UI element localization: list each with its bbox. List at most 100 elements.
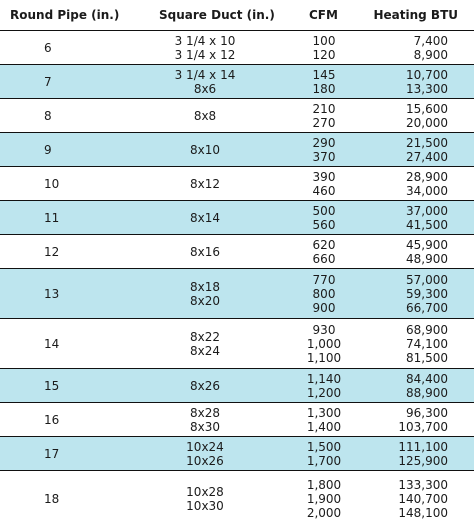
header-square-duct: Square Duct (in.) bbox=[159, 8, 275, 22]
table-header: Round Pipe (in.) Square Duct (in.) CFM H… bbox=[0, 0, 474, 28]
square-duct-cell-value: 8x26 bbox=[189, 378, 220, 393]
table-row: 11 8x14 500 560 37,000 41,500 bbox=[0, 200, 474, 234]
heating-btu-cell-value: 74,100 bbox=[406, 336, 448, 351]
square-duct-cell: 10x24 10x26 bbox=[130, 437, 280, 470]
cfm-cell: 290 370 bbox=[292, 133, 356, 166]
cfm-cell: 1,140 1,200 bbox=[292, 369, 356, 402]
square-duct-cell-value: 8x16 bbox=[189, 244, 220, 259]
square-duct-cell: 8x18 8x20 bbox=[130, 269, 280, 318]
heating-btu-cell-value: 81,500 bbox=[406, 350, 448, 365]
round-pipe-cell: 9 bbox=[44, 142, 52, 157]
heating-btu-cell-value: 34,000 bbox=[406, 183, 448, 198]
header-heating-btu: Heating BTU bbox=[373, 8, 458, 22]
heating-btu-cell-value: 27,400 bbox=[406, 149, 448, 164]
square-duct-cell: 8x14 bbox=[130, 201, 280, 234]
round-pipe-cell: 15 bbox=[44, 378, 60, 393]
heating-btu-cell: 45,900 48,900 bbox=[372, 235, 448, 268]
round-pipe-cell: 7 bbox=[44, 74, 52, 89]
cfm-cell-value: 930 bbox=[312, 322, 336, 337]
cfm-cell: 210 270 bbox=[292, 99, 356, 132]
heating-btu-cell: 7,400 8,900 bbox=[372, 31, 448, 64]
cfm-cell: 770 800 900 bbox=[292, 269, 356, 318]
table-row: 10 8x12 390 460 28,900 34,000 bbox=[0, 166, 474, 200]
square-duct-cell-value: 8x10 bbox=[189, 142, 220, 157]
heating-btu-cell-value: 88,900 bbox=[406, 385, 448, 400]
round-pipe-cell: 18 bbox=[44, 491, 60, 506]
cfm-cell-value: 800 bbox=[312, 286, 336, 301]
heating-btu-cell-value: 140,700 bbox=[398, 491, 448, 506]
heating-btu-cell: 21,500 27,400 bbox=[372, 133, 448, 166]
cfm-cell-value: 460 bbox=[312, 183, 336, 198]
heating-btu-cell-value: 28,900 bbox=[406, 169, 448, 184]
round-pipe-cell: 17 bbox=[44, 446, 60, 461]
cfm-cell-value: 1,000 bbox=[306, 336, 342, 351]
cfm-cell-value: 1,800 bbox=[306, 477, 342, 492]
square-duct-cell: 3 1/4 x 14 8x6 bbox=[130, 65, 280, 98]
square-duct-cell-value: 10x24 bbox=[186, 439, 224, 454]
cfm-cell: 620 660 bbox=[292, 235, 356, 268]
cfm-cell-value: 270 bbox=[312, 115, 336, 130]
heating-btu-cell: 68,900 74,100 81,500 bbox=[372, 319, 448, 368]
table-row: 14 8x22 8x24 930 1,000 1,100 68,900 74,100 81,50… bbox=[0, 318, 474, 368]
cfm-cell-value: 120 bbox=[312, 47, 336, 62]
square-duct-cell: 8x10 bbox=[130, 133, 280, 166]
cfm-cell: 500 560 bbox=[292, 201, 356, 234]
heating-btu-cell-value: 21,500 bbox=[406, 135, 448, 150]
square-duct-cell-value: 8x24 bbox=[189, 343, 220, 358]
table-row: 8 8x8 210 270 15,600 20,000 bbox=[0, 98, 474, 132]
cfm-cell-value: 1,400 bbox=[306, 419, 342, 434]
heating-btu-cell-value: 111,100 bbox=[398, 439, 448, 454]
heating-btu-cell-value: 125,900 bbox=[398, 453, 448, 468]
cfm-cell: 390 460 bbox=[292, 167, 356, 200]
square-duct-cell-value: 8x28 bbox=[189, 405, 220, 420]
cfm-cell: 1,500 1,700 bbox=[292, 437, 356, 470]
header-round-pipe: Round Pipe (in.) bbox=[10, 8, 120, 22]
cfm-cell-value: 370 bbox=[312, 149, 336, 164]
cfm-cell-value: 620 bbox=[312, 237, 336, 252]
table-row: 13 8x18 8x20 770 800 900 57,000 59,300 66,700 bbox=[0, 268, 474, 318]
cfm-cell-value: 100 bbox=[312, 33, 336, 48]
table-row: 18 10x28 10x30 1,800 1,900 2,000 133,300 140,70… bbox=[0, 470, 474, 526]
cfm-cell-value: 1,300 bbox=[306, 405, 342, 420]
heating-btu-cell: 10,700 13,300 bbox=[372, 65, 448, 98]
cfm-cell: 930 1,000 1,100 bbox=[292, 319, 356, 368]
table-row: 15 8x26 1,140 1,200 84,400 88,900 bbox=[0, 368, 474, 402]
square-duct-cell-value: 8x22 bbox=[189, 329, 220, 344]
heating-btu-cell-value: 37,000 bbox=[406, 203, 448, 218]
cfm-cell-value: 1,140 bbox=[306, 371, 342, 386]
cfm-cell-value: 660 bbox=[312, 251, 336, 266]
cfm-cell-value: 1,500 bbox=[306, 439, 342, 454]
square-duct-cell-value: 10x26 bbox=[186, 453, 224, 468]
table-row: 6 3 1/4 x 10 3 1/4 x 12 100 120 7,400 8,900 bbox=[0, 30, 474, 64]
square-duct-cell-value: 3 1/4 x 14 bbox=[174, 67, 236, 82]
round-pipe-cell: 6 bbox=[44, 40, 52, 55]
heating-btu-cell: 133,300 140,700 148,100 bbox=[372, 471, 448, 526]
heating-btu-cell-value: 66,700 bbox=[406, 300, 448, 315]
heating-btu-cell-value: 15,600 bbox=[406, 101, 448, 116]
heating-btu-cell-value: 8,900 bbox=[413, 47, 448, 62]
square-duct-cell-value: 8x6 bbox=[193, 81, 217, 96]
square-duct-cell-value: 10x28 bbox=[186, 484, 224, 499]
round-pipe-cell: 11 bbox=[44, 210, 60, 225]
heating-btu-cell: 15,600 20,000 bbox=[372, 99, 448, 132]
round-pipe-cell: 10 bbox=[44, 176, 60, 191]
heating-btu-cell: 37,000 41,500 bbox=[372, 201, 448, 234]
heating-btu-cell: 111,100 125,900 bbox=[372, 437, 448, 470]
table-row: 7 3 1/4 x 14 8x6 145 180 10,700 13,300 bbox=[0, 64, 474, 98]
table-row: 16 8x28 8x30 1,300 1,400 96,300 103,700 bbox=[0, 402, 474, 436]
heating-btu-cell-value: 57,000 bbox=[406, 272, 448, 287]
heating-btu-cell: 96,300 103,700 bbox=[372, 403, 448, 436]
table-row: 9 8x10 290 370 21,500 27,400 bbox=[0, 132, 474, 166]
cfm-cell: 145 180 bbox=[292, 65, 356, 98]
square-duct-cell: 8x22 8x24 bbox=[130, 319, 280, 368]
heating-btu-cell: 84,400 88,900 bbox=[372, 369, 448, 402]
round-pipe-cell: 14 bbox=[44, 336, 60, 351]
cfm-cell-value: 560 bbox=[312, 217, 336, 232]
square-duct-cell-value: 8x18 bbox=[189, 279, 220, 294]
heating-btu-cell-value: 68,900 bbox=[406, 322, 448, 337]
square-duct-cell: 8x12 bbox=[130, 167, 280, 200]
cfm-cell-value: 210 bbox=[312, 101, 336, 116]
cfm-cell-value: 770 bbox=[312, 272, 336, 287]
heating-btu-cell: 57,000 59,300 66,700 bbox=[372, 269, 448, 318]
heating-btu-cell-value: 13,300 bbox=[406, 81, 448, 96]
